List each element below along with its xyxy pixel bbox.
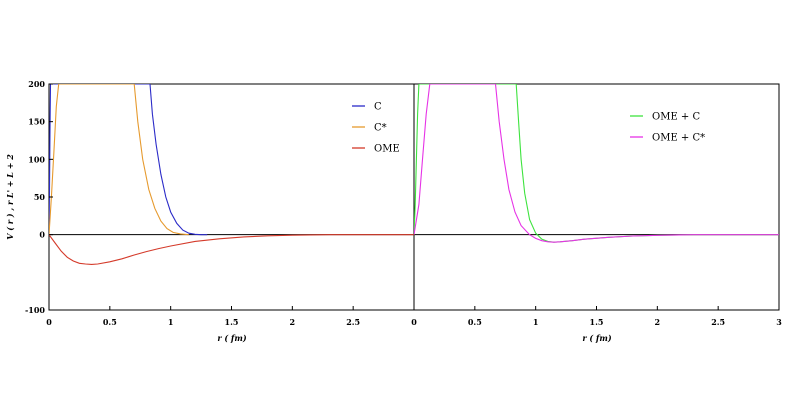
panel2-legend-label-ome-c: OME + C <box>652 112 700 123</box>
panel2-x-tick-label: 0.5 <box>468 317 482 327</box>
x-axis-title-left: r ( fm) <box>217 333 246 343</box>
panel1-x-tick-label: 1.5 <box>225 317 239 327</box>
panel1-y-tick-label: 50 <box>34 192 46 202</box>
panel2-x-tick-label: 1 <box>533 317 539 327</box>
panel1-legend-label-c: C <box>374 102 382 113</box>
panel1-series-line-ome <box>49 234 414 265</box>
panel1-y-tick-label: 200 <box>28 79 45 89</box>
y-axis-title: V ( r ) , r L' + L + 2 <box>5 154 15 240</box>
panel1-legend-label-c-star: C* <box>374 123 387 134</box>
panel1-series-line-c-star <box>49 84 189 236</box>
panel1-y-tick-label: 150 <box>28 117 45 127</box>
panel1-legend-label-ome: OME <box>374 144 400 155</box>
panel2-x-tick-label: 3 <box>776 317 782 327</box>
x-axis-title-right: r ( fm) <box>582 333 611 343</box>
panel1-x-tick-label: 1 <box>168 317 174 327</box>
panel1-x-tick-label: 2.5 <box>346 317 360 327</box>
plot-frame-left <box>48 83 415 311</box>
panel2-x-tick-label: 1.5 <box>590 317 604 327</box>
panel1-x-tick-label: 0 <box>46 317 52 327</box>
panel1-x-tick-label: 2 <box>290 317 296 327</box>
panel1-series-line-c <box>49 84 208 236</box>
panel2-series-line-ome-c <box>414 84 779 243</box>
panel1-y-tick-label: -100 <box>25 305 45 315</box>
plot-frame-right <box>413 83 780 311</box>
panel1-x-tick-label: 0.5 <box>103 317 117 327</box>
panel1-y-tick-label: 100 <box>28 154 45 164</box>
panel2-x-tick-label: 2.5 <box>711 317 725 327</box>
panel2-x-tick-label: 0 <box>411 317 417 327</box>
panel1-y-tick-label: 0 <box>39 230 45 240</box>
panel2-legend-label-ome-c-star: OME + C* <box>652 133 705 144</box>
panel2-series-line-ome-c-star <box>414 84 779 243</box>
panel2-x-tick-label: 2 <box>655 317 661 327</box>
